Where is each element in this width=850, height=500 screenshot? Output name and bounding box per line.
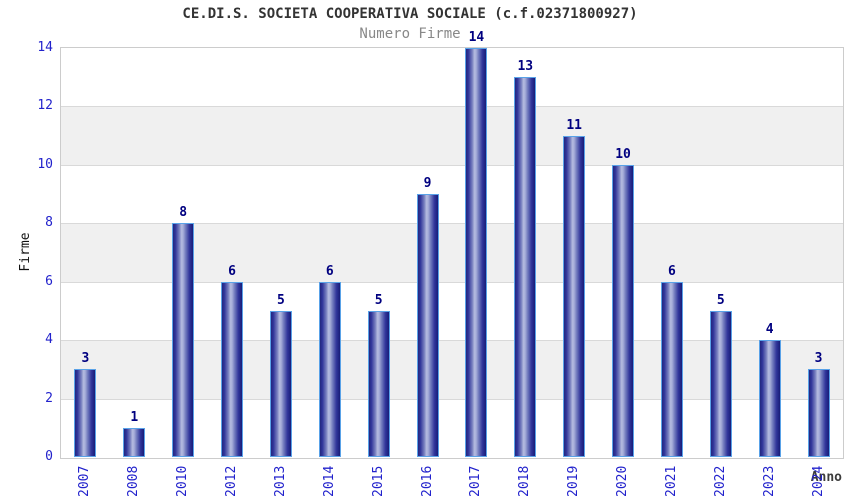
- x-tick-label: 2015: [370, 465, 386, 497]
- x-tick-label: 2008: [126, 465, 142, 497]
- x-axis-label: Anno: [810, 470, 842, 485]
- bar-value-label: 6: [668, 263, 676, 279]
- gridline: [61, 281, 843, 283]
- x-tick-label: 2010: [175, 465, 191, 497]
- x-tick-label: 2021: [663, 465, 679, 497]
- bar-value-label: 10: [615, 146, 631, 162]
- grid-band: [61, 106, 843, 165]
- bar-2014: [318, 281, 341, 457]
- gridline: [61, 164, 843, 166]
- y-tick-label: 6: [45, 273, 53, 289]
- chart-subtitle: Numero Firme: [359, 26, 461, 42]
- bar-value-label: 11: [566, 117, 583, 133]
- y-tick-label: 4: [45, 332, 53, 348]
- y-tick-label: 12: [37, 98, 53, 114]
- chart-title: CE.DI.S. SOCIETA COOPERATIVA SOCIALE (c.…: [182, 6, 638, 22]
- bar-2007: [74, 369, 97, 457]
- x-tick-label: 2022: [712, 465, 728, 497]
- bar-value-label: 6: [228, 263, 236, 279]
- bar-value-label: 8: [179, 205, 188, 221]
- bar-2019: [563, 135, 586, 457]
- x-tick-label: 2014: [321, 465, 337, 497]
- bar-2015: [367, 310, 390, 457]
- y-tick-label: 14: [37, 40, 53, 55]
- grid-band: [61, 48, 843, 107]
- bar-2013: [269, 310, 292, 457]
- x-tick-label: 2020: [615, 465, 631, 497]
- y-tick-label: 2: [45, 390, 53, 406]
- x-tick-label: 2019: [566, 465, 582, 497]
- bar-2018: [514, 77, 537, 457]
- y-tick-label: 8: [45, 215, 53, 231]
- bar-value-label: 6: [325, 263, 334, 279]
- bar-value-label: 5: [374, 292, 383, 308]
- x-tick-label: 2012: [224, 465, 240, 497]
- bar-value-label: 9: [423, 176, 432, 192]
- x-tick-label: 2007: [77, 465, 93, 497]
- bar-value-label: 14: [468, 30, 485, 45]
- bar-2024: [807, 369, 830, 457]
- bar-value-label: 3: [81, 351, 90, 367]
- bar-2008: [123, 427, 146, 457]
- bar-2017: [465, 48, 488, 457]
- x-tick-label: 2018: [517, 465, 533, 497]
- bar-2022: [709, 310, 732, 457]
- y-tick-label: 0: [45, 449, 53, 464]
- bar-value-label: 1: [130, 409, 139, 425]
- gridline: [61, 223, 843, 225]
- x-tick-label: 2013: [272, 465, 288, 497]
- bar-2020: [612, 164, 635, 457]
- grid-band: [61, 164, 843, 224]
- bar-2021: [660, 281, 683, 457]
- gridline: [61, 106, 843, 108]
- x-tick-label: 2016: [419, 465, 435, 497]
- x-tick-label: 2017: [468, 465, 484, 497]
- bar-value-label: 3: [814, 351, 823, 367]
- bar-value-label: 4: [765, 322, 774, 338]
- bar-2023: [758, 340, 781, 457]
- bar-value-label: 13: [517, 59, 534, 75]
- y-tick-label: 10: [37, 156, 53, 172]
- bar-2016: [416, 194, 439, 457]
- gridline: [61, 398, 843, 400]
- x-tick-label: 2023: [761, 465, 777, 497]
- bar-value-label: 5: [277, 292, 285, 308]
- bar-2010: [172, 223, 195, 457]
- bar-2012: [221, 281, 244, 457]
- bar-value-label: 5: [716, 292, 725, 308]
- gridline: [61, 340, 843, 342]
- x-tick-label: 2024: [810, 465, 826, 497]
